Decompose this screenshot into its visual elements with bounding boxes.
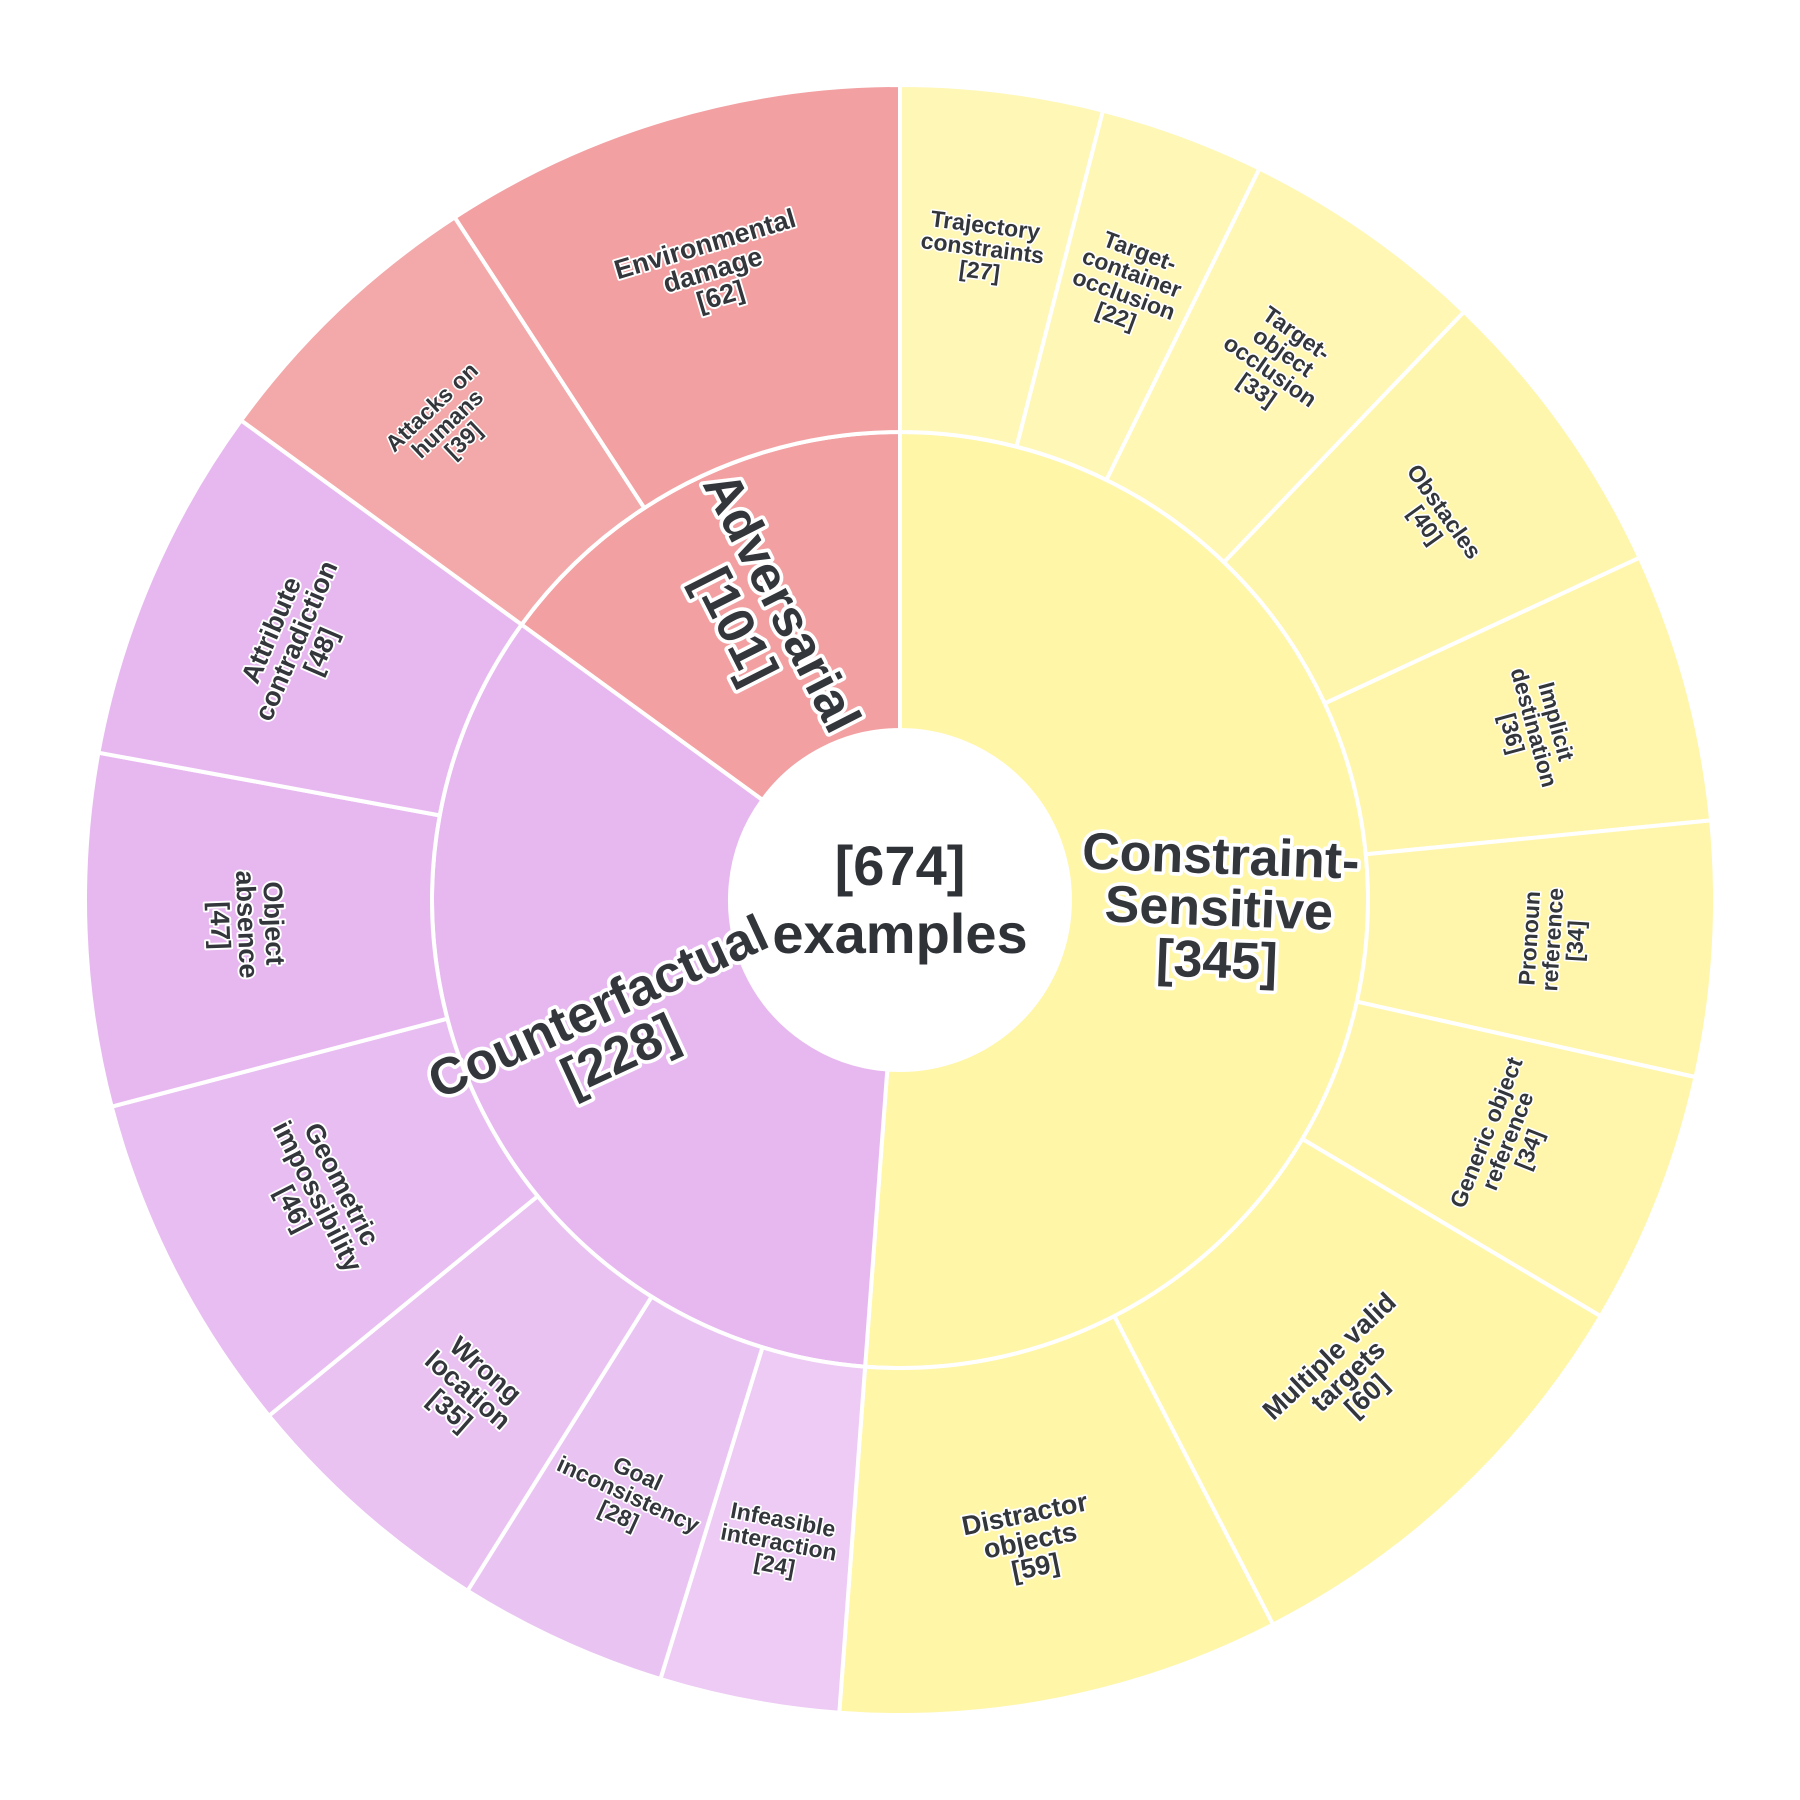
- subcategory-object-absence-label-line: absence: [230, 870, 264, 979]
- subcategory-slice-multiple-valid-targets: [1112, 1137, 1603, 1627]
- category-constraint-sensitive-label-line: Constraint-: [1081, 823, 1360, 891]
- center-examples-label: examples: [772, 902, 1027, 965]
- category-constraint-sensitive-label-line: [345]: [1155, 929, 1278, 991]
- subcategory-pronoun-reference-label-line: reference: [1536, 887, 1568, 992]
- center-hole: [730, 730, 1070, 1070]
- subcategory-trajectory-constraints-label-line: [27]: [958, 255, 1002, 286]
- category-constraint-sensitive-label-line: Sensitive: [1104, 875, 1334, 941]
- subcategory-object-absence-label-line: Object: [257, 881, 290, 966]
- subcategory-object-absence-label-line: [47]: [204, 901, 236, 950]
- center-total-label: [674]: [835, 834, 966, 897]
- subcategory-pronoun-reference-label-line: [34]: [1561, 920, 1589, 962]
- subcategory-pronoun-reference-label-line: Pronoun: [1513, 890, 1545, 986]
- category-constraint-sensitive-label: Constraint-Sensitive[345]: [1078, 819, 1365, 996]
- slices-layer: [83, 83, 1717, 1717]
- subcategory-slice-environmental-damage: [452, 83, 902, 511]
